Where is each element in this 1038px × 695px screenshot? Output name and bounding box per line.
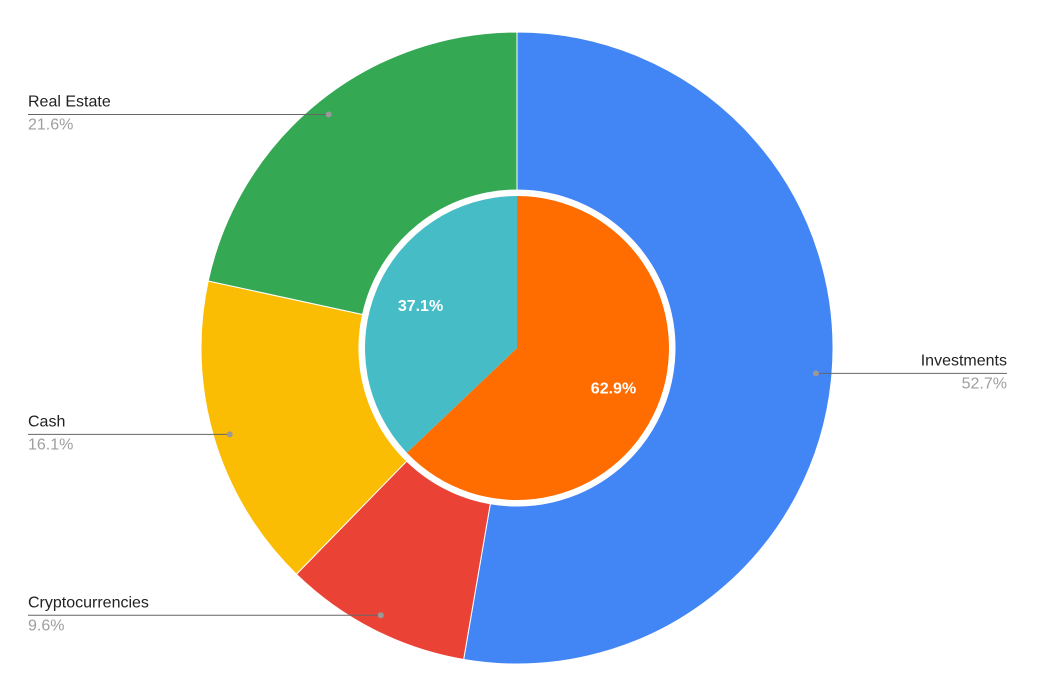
inner-value-label: 37.1% [398,298,443,315]
slice-name: Real Estate [28,94,111,111]
slice-name: Cryptocurrencies [28,595,149,612]
slice-value-label: 9.6% [28,618,64,635]
inner-value-label: 62.9% [591,381,636,398]
slice-value-label: 21.6% [28,117,73,134]
slice-name: Investments [921,353,1007,370]
inner-slice [365,196,517,453]
leader-dot [226,431,233,438]
leader-dot [377,612,384,619]
slice-name: Cash [28,414,65,431]
slice-value-label: 52.7% [962,376,1007,393]
leader-dot [325,111,332,118]
slice-value-label: 16.1% [28,437,73,454]
inner-slice [406,196,669,500]
leader-dot [812,370,819,377]
